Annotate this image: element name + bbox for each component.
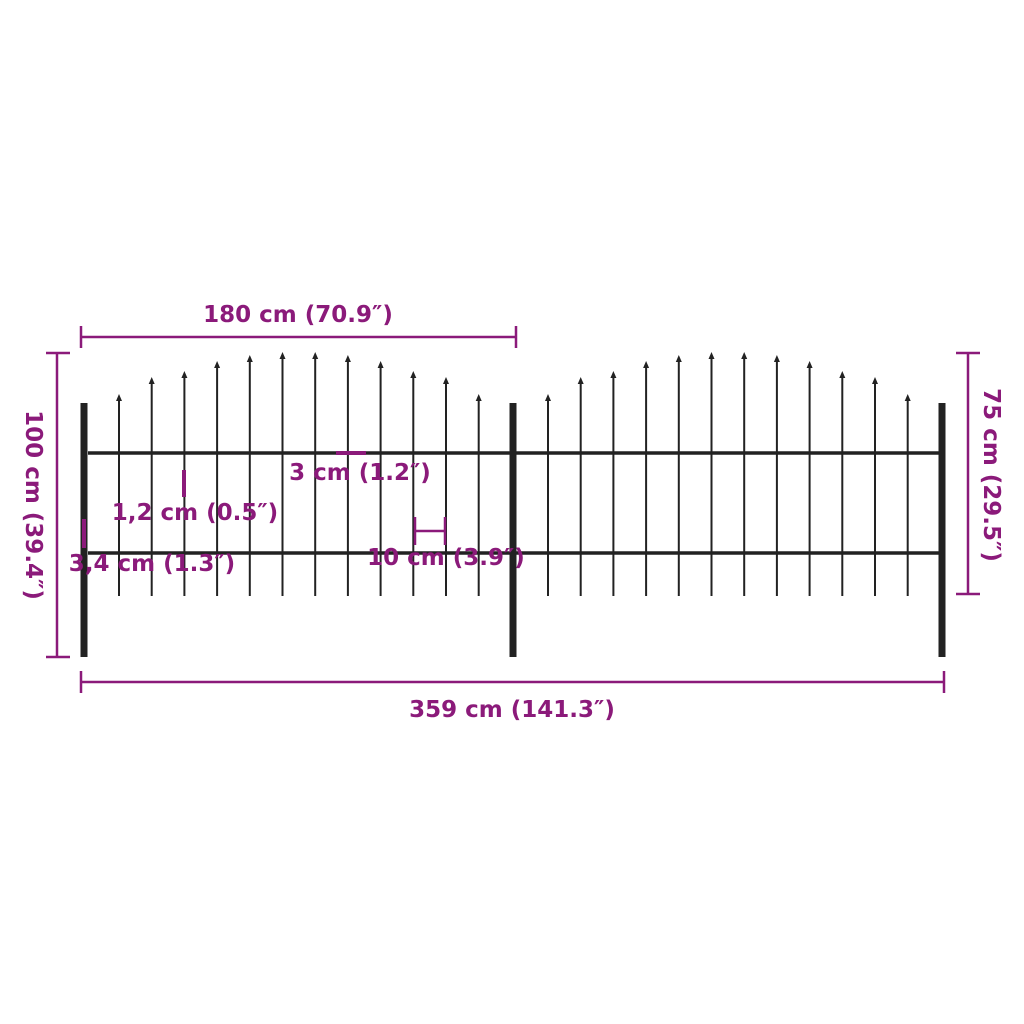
picket-spike	[344, 355, 351, 362]
total-height-label: 100 cm (39.4″)	[20, 410, 46, 600]
spacing-label: 10 cm (3.9″)	[367, 545, 525, 571]
picket-spike	[872, 377, 878, 384]
picket-spike	[148, 377, 155, 384]
post	[938, 403, 946, 657]
post	[509, 403, 517, 657]
picket-spike	[904, 394, 911, 401]
picket-spike	[610, 371, 617, 378]
picket-spike	[116, 394, 122, 401]
fence-height-line	[956, 351, 980, 596]
picket-spike	[545, 394, 551, 401]
picket-spike	[279, 352, 286, 359]
picket-spike	[246, 355, 253, 362]
post-thickness-label: 3,4 cm (1.3″)	[69, 551, 235, 577]
picket-spike	[410, 371, 417, 378]
picket-spike	[806, 361, 813, 368]
fence-height-label: 75 cm (29.5″)	[978, 388, 1004, 562]
picket-spike	[214, 361, 221, 368]
picket-spike	[577, 377, 584, 384]
total-width-line	[79, 671, 946, 693]
picket-spike	[741, 352, 748, 359]
picket-spike	[773, 355, 780, 362]
picket-spike	[708, 352, 715, 359]
dimension-lines	[46, 326, 980, 693]
spacing-marker	[413, 517, 447, 545]
picket-spike	[312, 352, 319, 359]
fence-drawing	[80, 352, 946, 657]
total-width-label: 359 cm (141.3″)	[409, 697, 615, 723]
panel-width-label: 180 cm (70.9″)	[203, 302, 393, 328]
total-height-line	[46, 351, 70, 659]
spike-label: 3 cm (1.2″)	[289, 460, 431, 486]
picket-spike	[839, 371, 846, 378]
panel-width-line	[79, 326, 518, 348]
picket-spike	[475, 394, 482, 401]
picket-spike	[377, 361, 384, 368]
picket-thickness-label: 1,2 cm (0.5″)	[112, 500, 278, 526]
picket-spike	[675, 355, 682, 362]
picket-spike	[443, 377, 449, 384]
picket-spike	[181, 371, 188, 378]
picket-spike	[643, 361, 650, 368]
